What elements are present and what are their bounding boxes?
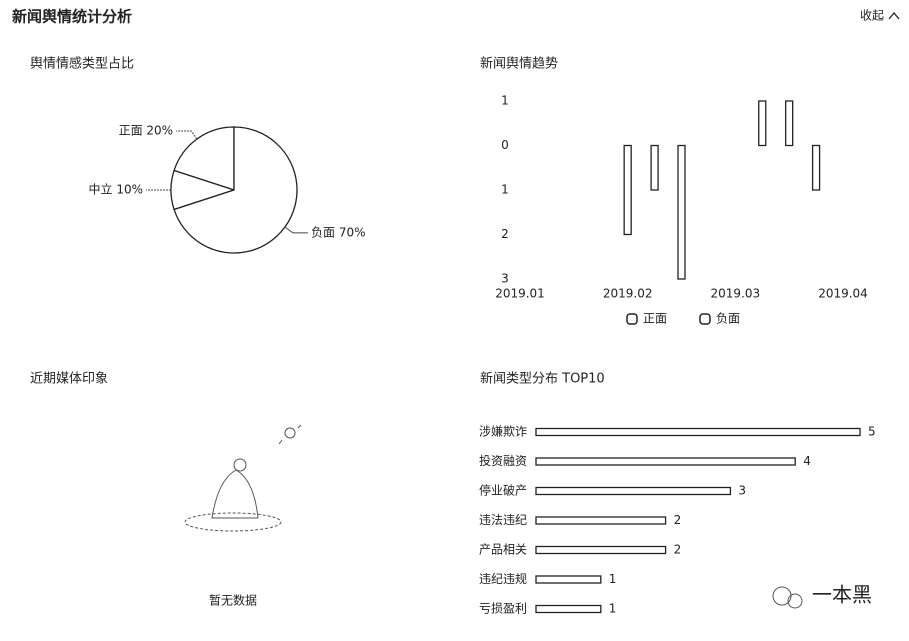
panel-title: 舆情情感类型占比 [30,56,134,72]
category-label: 停业破产 [479,483,527,498]
toggle-label[interactable]: 收起 [860,9,884,23]
y-tick-label: 1 [501,183,509,197]
legend-label: 负面 [716,312,740,326]
leader-line [176,130,198,140]
bar [623,144,632,236]
x-tick-label: 2019.01 [495,287,545,301]
panel-title: 近期媒体印象 [30,372,108,387]
collapse-toggle[interactable]: 收起 [860,9,900,23]
watermark-text: 一本黑 [812,583,872,607]
value-label: 2 [674,543,682,557]
value-label: 4 [803,454,811,468]
y-tick-label: 2 [501,227,509,241]
y-tick-label: 1 [501,94,509,108]
bar [677,144,686,280]
chevron-icon[interactable] [888,11,900,20]
pie-slice [173,126,298,254]
bar [650,144,659,191]
legend-label: 正面 [643,312,667,326]
value-label: 3 [738,484,746,498]
category-label: 产品相关 [479,543,527,557]
category-label: 违法违纪 [479,513,527,527]
bar [535,604,602,614]
bar [785,100,794,147]
legend-swatch [699,313,711,325]
value-label: 1 [609,572,617,586]
x-tick-label: 2019.03 [711,287,761,301]
bar [811,144,821,191]
category-label: 投资融资 [479,453,527,468]
empty-illustration [184,424,302,532]
bar [535,457,796,466]
category-label: 亏损盈利 [479,602,527,616]
pie-label: 负面 70% [311,225,366,239]
legend-swatch [626,313,638,325]
bar [535,575,602,584]
x-tick-label: 2019.04 [818,287,868,301]
category-label: 违纪违规 [479,571,527,586]
y-tick-label: 3 [501,272,509,286]
panel-title: 新闻舆情趋势 [480,56,558,72]
bar [758,100,767,147]
bar [535,486,732,496]
value-label: 1 [609,602,617,616]
value-label: 5 [868,425,876,439]
bar [535,427,861,437]
watermark: 一本黑 [772,583,872,609]
panel-title: 新闻类型分布 TOP10 [480,371,605,387]
pie-label: 中立 10% [89,182,144,197]
category-label: 涉嫌欺诈 [479,425,527,439]
empty-text: 暂无数据 [209,593,257,608]
bar [535,545,667,555]
leader-line [284,226,309,234]
bar [535,516,667,525]
value-label: 2 [674,513,682,527]
page-title: 新闻舆情统计分析 [12,8,132,26]
x-tick-label: 2019.02 [603,287,653,301]
y-tick-label: 0 [501,138,509,152]
pie-label: 正面 20% [119,123,174,137]
